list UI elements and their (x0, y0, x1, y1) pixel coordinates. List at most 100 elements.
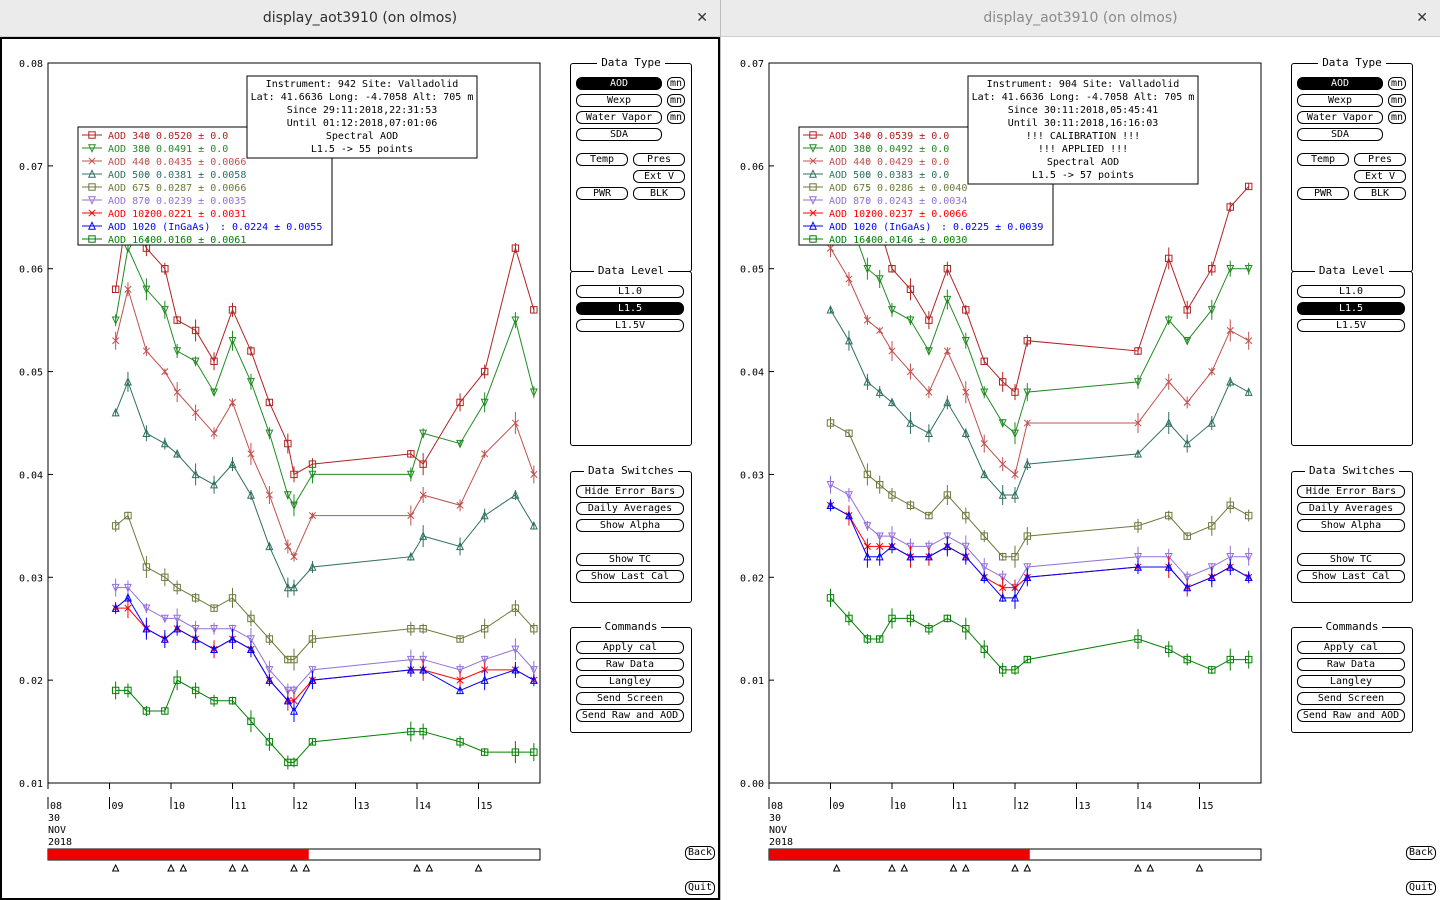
window-title: display_aot3910 (on olmos) (983, 10, 1178, 26)
data-point (456, 398, 464, 407)
commands-panel: Commands Apply cal Raw Data Langley Send Scr… (1291, 620, 1413, 733)
level-l1-5v-button[interactable]: L1.5V (1297, 319, 1405, 332)
level-l1-5-button[interactable]: L1.5 (576, 302, 684, 315)
timeline-marker-icon[interactable] (290, 863, 298, 872)
blk-button[interactable]: BLK (633, 187, 685, 200)
daily-averages-button[interactable]: Daily Averages (1297, 502, 1405, 515)
data-point (210, 644, 219, 653)
timeline-marker-icon[interactable] (1195, 863, 1204, 872)
apply-cal-button[interactable]: Apply cal (1297, 641, 1405, 654)
langley-button[interactable]: Langley (1297, 675, 1405, 688)
quit-button[interactable]: Quit (1406, 881, 1436, 895)
raw-data-button[interactable]: Raw Data (576, 658, 684, 671)
data-point (530, 625, 538, 633)
title-bar[interactable]: display_aot3910 (on olmos) ✕ (0, 0, 720, 37)
timeline-marker-icon[interactable] (888, 863, 896, 872)
close-icon[interactable]: ✕ (1416, 10, 1428, 26)
data-type-wexp-button[interactable]: Wexp (1297, 94, 1383, 107)
data-point (247, 347, 255, 355)
ext-v-button[interactable]: Ext V (1354, 170, 1406, 183)
temp-button[interactable]: Temp (1297, 153, 1349, 166)
pwr-button[interactable]: PWR (576, 187, 628, 200)
timeline-marker-icon[interactable] (240, 863, 249, 872)
pres-button[interactable]: Pres (633, 153, 685, 166)
send-screen-button[interactable]: Send Screen (576, 692, 684, 705)
pres-button[interactable]: Pres (1354, 153, 1406, 166)
timeline-marker-icon[interactable] (1134, 863, 1142, 872)
data-type-sda-button[interactable]: SDA (1297, 128, 1383, 141)
timeline-marker-icon[interactable] (949, 863, 958, 872)
data-type-wexp-button[interactable]: Wexp (576, 94, 662, 107)
send-raw-and-aod-button[interactable]: Send Raw and AOD (1297, 709, 1405, 722)
close-icon[interactable]: ✕ (696, 10, 708, 26)
timeline-marker-icon[interactable] (228, 863, 237, 872)
timeline-marker-icon[interactable] (413, 863, 421, 872)
blk-button[interactable]: BLK (1354, 187, 1406, 200)
data-point (481, 666, 489, 674)
window-left: display_aot3910 (on olmos) ✕ 0.08 0.07 0.0… (0, 0, 720, 900)
data-point (1164, 553, 1173, 562)
level-l1-5v-button[interactable]: L1.5V (576, 319, 684, 332)
data-type-water-vapor-button[interactable]: Water Vapor (1297, 111, 1383, 124)
x-tick-label: 15 (481, 801, 493, 812)
apply-cal-button[interactable]: Apply cal (576, 641, 684, 654)
timeline-marker-icon[interactable] (179, 863, 188, 872)
show-last-cal-button[interactable]: Show Last Cal (576, 570, 684, 583)
data-point (160, 306, 169, 315)
show-tc-button[interactable]: Show TC (1297, 553, 1405, 566)
mn-button[interactable]: mn (1388, 94, 1406, 107)
timeline-marker-icon[interactable] (302, 863, 311, 872)
timeline-marker-icon[interactable] (167, 863, 175, 872)
show-tc-button[interactable]: Show TC (576, 553, 684, 566)
timeline-marker-icon[interactable] (1023, 863, 1032, 872)
data-point (998, 573, 1007, 583)
daily-averages-button[interactable]: Daily Averages (576, 502, 684, 515)
mn-button[interactable]: mn (1388, 77, 1406, 90)
timeline-marker-icon[interactable] (474, 863, 483, 872)
level-l1-0-button[interactable]: L1.0 (1297, 285, 1405, 298)
timeline-marker-icon[interactable] (900, 863, 909, 872)
info-line: Instrument: 904 Site: Valladolid (987, 79, 1180, 90)
level-l1-0-button[interactable]: L1.0 (576, 285, 684, 298)
mn-button[interactable]: mn (667, 111, 685, 124)
series-aod-440 (112, 282, 538, 562)
timeline-marker-icon[interactable] (961, 863, 970, 872)
quit-button[interactable]: Quit (685, 881, 715, 895)
hide-error-bars-button[interactable]: Hide Error Bars (1297, 485, 1405, 498)
title-bar[interactable]: display_aot3910 (on olmos) ✕ (721, 0, 1440, 37)
timeline-marker-icon[interactable] (832, 863, 841, 872)
show-alpha-button[interactable]: Show Alpha (576, 519, 684, 532)
raw-data-button[interactable]: Raw Data (1297, 658, 1405, 671)
data-type-sda-button[interactable]: SDA (576, 128, 662, 141)
timeline-marker-icon[interactable] (1011, 863, 1019, 872)
legend-marker (809, 131, 817, 139)
data-type-aod-button[interactable]: AOD (1297, 77, 1383, 90)
show-alpha-button[interactable]: Show Alpha (1297, 519, 1405, 532)
legend-label: AOD 440 (108, 157, 150, 168)
ext-v-button[interactable]: Ext V (633, 170, 685, 183)
send-screen-button[interactable]: Send Screen (1297, 692, 1405, 705)
mn-button[interactable]: mn (1388, 111, 1406, 124)
pwr-button[interactable]: PWR (1297, 187, 1349, 200)
data-point (906, 285, 915, 293)
back-button[interactable]: Back (685, 846, 715, 860)
show-last-cal-button[interactable]: Show Last Cal (1297, 570, 1405, 583)
timeline-marker-icon[interactable] (111, 863, 120, 872)
data-point (456, 666, 465, 675)
data-type-aod-button[interactable]: AOD (576, 77, 662, 90)
series-aod-675 (826, 417, 1253, 568)
timeline-marker-icon[interactable] (1146, 863, 1155, 872)
level-l1-5-button[interactable]: L1.5 (1297, 302, 1405, 315)
mn-button[interactable]: mn (667, 77, 685, 90)
legend-label: AOD 1020 (108, 209, 156, 220)
data-type-water-vapor-button[interactable]: Water Vapor (576, 111, 662, 124)
timeline-marker-icon[interactable] (425, 863, 434, 872)
hide-error-bars-button[interactable]: Hide Error Bars (576, 485, 684, 498)
mn-button[interactable]: mn (667, 94, 685, 107)
data-point (1134, 553, 1142, 562)
langley-button[interactable]: Langley (576, 675, 684, 688)
back-button[interactable]: Back (1406, 846, 1436, 860)
series-aod-675 (111, 511, 538, 671)
temp-button[interactable]: Temp (576, 153, 628, 166)
send-raw-and-aod-button[interactable]: Send Raw and AOD (576, 709, 684, 722)
